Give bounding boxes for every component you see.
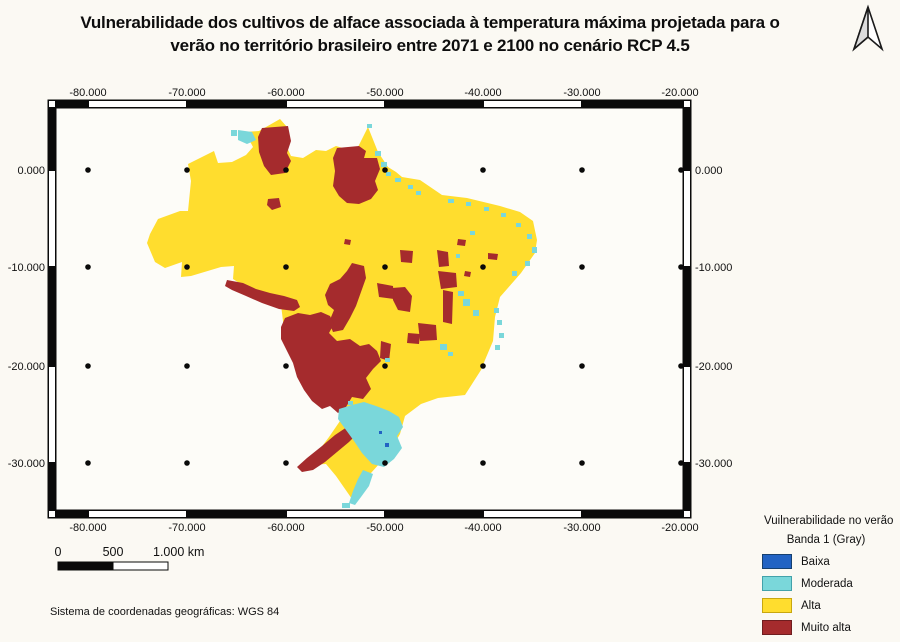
scale-label-500: 500 [103, 545, 124, 559]
lon-label-bottom: -30.000 [563, 522, 600, 534]
scale-bar: 0 500 1.000 km [55, 545, 204, 571]
lat-label-left: -20.000 [8, 361, 45, 373]
lon-label-top: -20.000 [661, 87, 698, 99]
lon-label-top: -60.000 [267, 87, 304, 99]
legend-item-alta: Alta [762, 598, 900, 613]
lon-label-bottom: -60.000 [267, 522, 304, 534]
brazil-raster-muito-alta [225, 126, 498, 472]
lon-label-top: -40.000 [464, 87, 501, 99]
legend-swatch-moderada [762, 576, 792, 591]
scale-bar-segment-black [57, 561, 114, 571]
scale-label-1000: 1.000 km [153, 545, 204, 559]
lat-label-left: -30.000 [8, 458, 45, 470]
legend-label-baixa: Baixa [801, 555, 830, 568]
axis-labels-lat-right: 0.000 -10.000 -20.000 -30.000 [695, 165, 732, 470]
lon-label-top: -80.000 [69, 87, 106, 99]
lat-label-right: -10.000 [695, 262, 732, 274]
lat-label-right: 0.000 [695, 165, 723, 177]
lat-label-left: 0.000 [17, 165, 45, 177]
axis-labels-lon-bottom: -80.000 -70.000 -60.000 -50.000 -40.000 … [69, 522, 698, 534]
page-title: Vulnerabilidade dos cultivos de alface a… [15, 11, 845, 57]
crs-note: Sistema de coordenadas geográficas: WGS … [50, 606, 280, 618]
page-title-line1: Vulnerabilidade dos cultivos de alface a… [80, 13, 780, 32]
legend-title: Vuilnerabilidade no verão [764, 515, 894, 527]
graticule-dots [85, 167, 684, 466]
legend-label-moderada: Moderada [801, 577, 853, 590]
zebra-frame [47, 99, 692, 519]
lat-label-right: -30.000 [695, 458, 732, 470]
lon-label-top: -50.000 [366, 87, 403, 99]
page-title-line2: verão no território brasileiro entre 207… [170, 36, 690, 55]
lon-label-bottom: -70.000 [168, 522, 205, 534]
legend-item-baixa: Baixa [762, 554, 900, 569]
legend: Vuilnerabilidade no verão Banda 1 (Gray)… [762, 514, 900, 642]
lat-label-right: -20.000 [695, 361, 732, 373]
lon-label-top: -30.000 [563, 87, 600, 99]
brazil-raster-moderada [231, 124, 537, 508]
scale-label-0: 0 [55, 545, 62, 559]
lon-label-bottom: -20.000 [661, 522, 698, 534]
legend-swatch-baixa [762, 554, 792, 569]
brazil-raster-baixa [379, 431, 389, 447]
legend-item-muito-alta: Muito alta [762, 620, 900, 635]
scale-bar-segment-white [112, 561, 169, 571]
lon-label-bottom: -50.000 [366, 522, 403, 534]
legend-label-alta: Alta [801, 599, 821, 612]
lat-label-left: -10.000 [8, 262, 45, 274]
legend-item-moderada: Moderada [762, 576, 900, 591]
legend-swatch-alta [762, 598, 792, 613]
axis-labels-lat-left: 0.000 -10.000 -20.000 -30.000 [8, 165, 45, 470]
legend-band-label: Banda 1 (Gray) [786, 534, 866, 546]
north-arrow-icon [852, 4, 884, 52]
axis-labels-lon-top: -80.000 -70.000 -60.000 -50.000 -40.000 … [69, 87, 698, 99]
lon-label-top: -70.000 [168, 87, 205, 99]
lon-label-bottom: -40.000 [464, 522, 501, 534]
lon-label-bottom: -80.000 [69, 522, 106, 534]
legend-swatch-muito-alta [762, 620, 792, 635]
legend-label-muito-alta: Muito alta [801, 621, 851, 634]
